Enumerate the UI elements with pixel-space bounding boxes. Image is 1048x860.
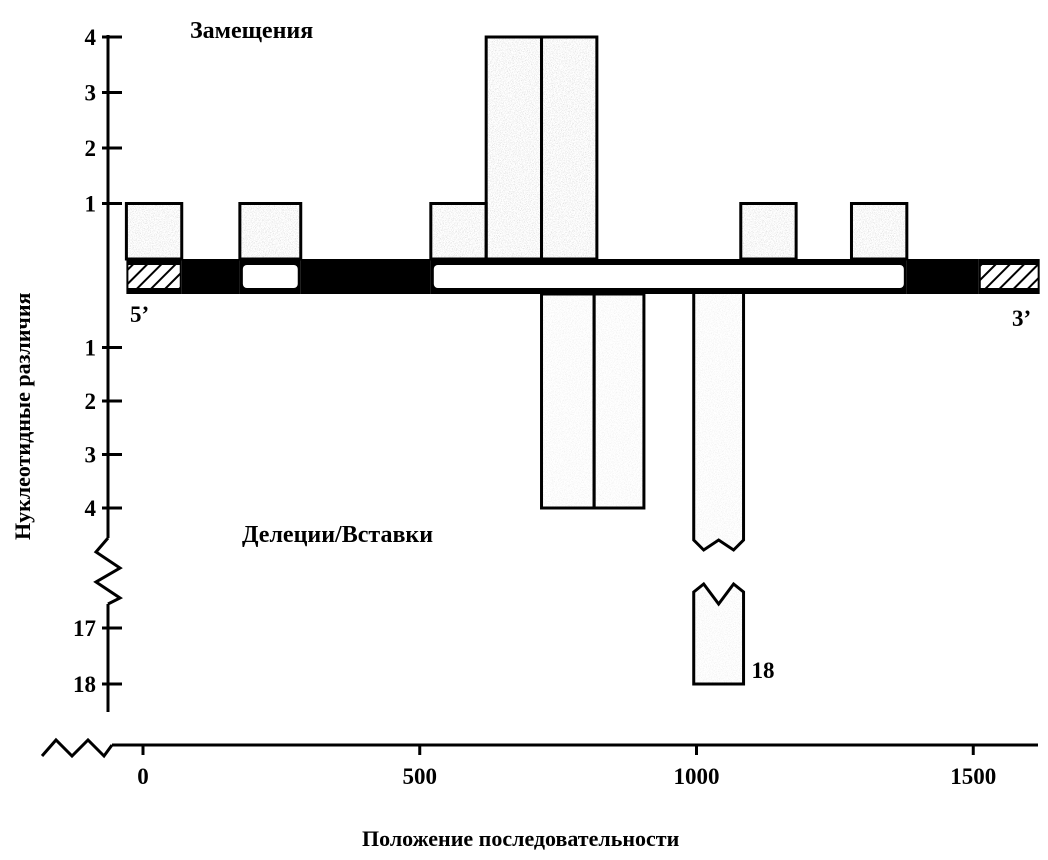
substitution-bar [429, 202, 488, 261]
indel-bar-fill [541, 294, 595, 508]
substitution-bar [540, 35, 599, 261]
y-tick-label-broken: 18 [73, 672, 96, 697]
y-tick-label-top: 2 [85, 136, 97, 161]
five-prime-label: 5’ [130, 302, 149, 327]
indel-bar-fill [594, 294, 644, 508]
x-axis-title: Положение последовательности [362, 826, 680, 851]
gene-map-flank-hatched [980, 265, 1038, 288]
gene-map-coding-segment [181, 259, 240, 294]
indel-bar [540, 292, 596, 510]
substitution-bar [739, 202, 798, 261]
substitution-bar [238, 202, 303, 261]
indel-broken-lower-outline [692, 581, 746, 686]
substitution-bar [124, 202, 184, 261]
substitution-bar-fill [541, 37, 597, 259]
indel-value-label: 18 [752, 658, 775, 683]
y-tick-label-broken: 17 [73, 616, 96, 641]
tick-labels-group: 0 500 1000 1500 1 2 3 4 1 2 3 4 17 18 18 [73, 25, 996, 789]
y-tick-label-bottom: 2 [85, 389, 97, 414]
x-tick-label: 1000 [674, 764, 720, 789]
substitution-bar [484, 35, 544, 261]
indel-bars-group [540, 292, 746, 686]
substitution-bars-group [124, 35, 909, 261]
y-tick-label-bottom: 3 [85, 443, 97, 468]
x-axis-break [40, 737, 114, 759]
y-axis-break [93, 537, 123, 606]
gene-map-coding-segment [906, 259, 979, 294]
substitution-bar-fill [430, 203, 487, 259]
gene-map-flank-hatched [128, 265, 180, 288]
gene-map-intron-segment [242, 265, 298, 288]
substitution-bar-fill [851, 203, 907, 259]
three-prime-label: 3’ [1012, 306, 1031, 331]
indel-broken-upper-fill [693, 294, 744, 550]
indels-panel-title: Делеции/Вставки [242, 522, 433, 548]
gene-map-group [126, 259, 1040, 294]
substitution-bar [849, 202, 909, 261]
indel-broken-lower-fill [693, 584, 744, 684]
substitution-bar-fill [740, 203, 797, 259]
y-tick-label-bottom: 4 [85, 496, 97, 521]
axes-group [40, 35, 1038, 759]
indel-bar [592, 292, 646, 510]
y-tick-label-top: 3 [85, 81, 97, 106]
y-tick-label-top: 1 [85, 192, 97, 217]
x-tick-label: 1500 [950, 764, 996, 789]
y-tick-label-top: 4 [85, 25, 97, 50]
substitutions-panel-title: Замещения [190, 18, 313, 44]
gene-map-intron-segment [433, 265, 904, 288]
substitution-bar-fill [486, 37, 542, 259]
indel-bar [692, 294, 746, 686]
y-axis-title: Нуклеотидные различия [10, 292, 35, 540]
gene-map-coding-segment [300, 259, 431, 294]
x-tick-label: 0 [137, 764, 149, 789]
substitution-bar-fill [239, 203, 301, 259]
x-tick-label: 500 [403, 764, 438, 789]
y-tick-label-bottom: 1 [85, 336, 97, 361]
substitution-bar-fill [126, 203, 182, 259]
indel-broken-upper-outline [692, 294, 746, 552]
